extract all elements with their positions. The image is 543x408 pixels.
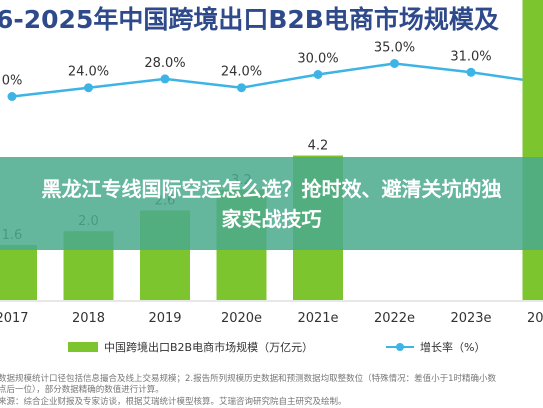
overlay-banner: 黑龙江专线国际空运怎么选？抢时效、避清关坑的独家实战技巧 — [0, 157, 543, 250]
growth-label-2022e: 35.0% — [374, 41, 415, 56]
bar-2017 — [0, 244, 37, 300]
growth-label-2021e: 30.0% — [297, 52, 338, 67]
chart-title: 6-2025年中国跨境出口B2B电商市场规模及 — [0, 5, 499, 34]
x-tick-2019: 2019 — [148, 311, 181, 326]
bar-value-label-2021e: 4.2 — [308, 139, 329, 154]
x-tick-2022e: 2022e — [374, 311, 415, 326]
growth-label-2017: 0% — [2, 74, 23, 89]
growth-point-2020e — [237, 83, 246, 93]
growth-label-2020e: 24.0% — [221, 65, 262, 80]
x-tick-2023e: 2023e — [450, 311, 491, 326]
legend-label-line: 增长率（%） — [420, 340, 485, 354]
banner-headline: 黑龙江专线国际空运怎么选？抢时效、避清关坑的独家实战技巧 — [41, 176, 502, 231]
legend: 中国跨境出口B2B电商市场规模（万亿元） 增长率（%） — [68, 340, 485, 354]
growth-label-2019: 28.0% — [144, 56, 185, 71]
bar-layer: 1.62.02.63.24.29.3 — [0, 0, 543, 301]
growth-point-2018 — [84, 83, 93, 93]
growth-point-2022e — [390, 59, 399, 68]
footnote-1: 数据规模统计口径包括信息撮合及线上交易规模；2.报告所列规模历史数据和预测数据均… — [0, 373, 497, 384]
growth-line-layer: 0%24.0%28.0%24.0%30.0%35.0%31.0%26.0% — [2, 41, 543, 101]
footnotes: 数据规模统计口径包括信息撮合及线上交易规模；2.报告所列规模历史数据和预测数据均… — [0, 373, 497, 407]
x-tick-2020e: 2020e — [221, 311, 262, 326]
legend-label-bar: 中国跨境出口B2B电商市场规模（万亿元） — [104, 340, 313, 354]
footnote-2: 点后一位），部分数据精确的数值进行计算。 — [0, 384, 164, 395]
x-tick-2018: 2018 — [72, 311, 105, 326]
legend-swatch-bar — [68, 342, 98, 352]
x-tick-2021e: 2021e — [297, 311, 338, 326]
growth-point-2021e — [313, 70, 323, 79]
growth-label-2018: 24.0% — [68, 65, 109, 80]
x-tick-2024e: 2024e — [527, 311, 543, 326]
growth-label-2023e: 31.0% — [450, 49, 491, 64]
bar-2024e — [522, 0, 543, 301]
growth-point-2017 — [7, 92, 17, 101]
growth-line — [11, 62, 543, 98]
growth-point-2019 — [160, 74, 170, 84]
growth-point-2023e — [466, 67, 476, 77]
legend-marker-line — [396, 343, 404, 351]
footnote-3: 来源：综合企业财报及专家访谈，根据艾瑞统计模型核算。艾瑞咨询研究院自主研究及绘制… — [0, 396, 347, 407]
